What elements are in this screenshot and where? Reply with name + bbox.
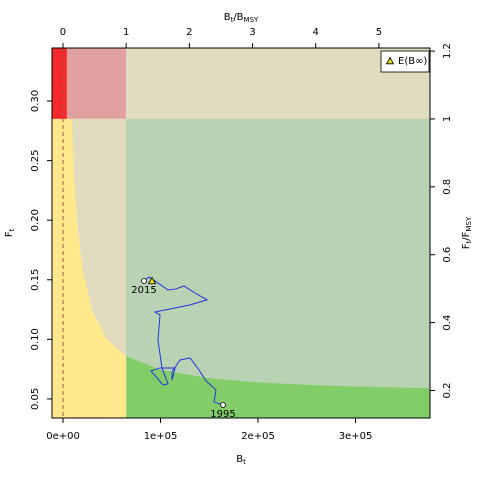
legend-marker (385, 56, 395, 65)
y-tick-label: 0.05 (30, 388, 41, 410)
x2-tick-label: 3 (249, 27, 255, 38)
y2-tick-label: 0.8 (442, 179, 453, 195)
y2-tick-label: 1 (442, 116, 453, 122)
x-tick-label: 3e+05 (339, 431, 373, 442)
x-tick-label: 0e+00 (46, 431, 80, 442)
x2-tick-label: 4 (313, 27, 319, 38)
legend-box (380, 50, 430, 73)
zone-above-curve-left (71, 118, 127, 357)
trajectory-end-point (141, 278, 147, 284)
marker (147, 276, 157, 285)
y2-tick-label: 0.4 (442, 315, 453, 331)
y2-tick-label: 1.2 (442, 43, 453, 59)
trajectory-start-point (220, 401, 226, 408)
y-tick-label: 0.10 (30, 328, 41, 350)
x2-axis-label: Bt/BMSY (224, 12, 259, 24)
y-tick-label: 0.30 (30, 90, 41, 112)
zone-red (52, 48, 67, 119)
zone-above-curve-right (126, 118, 430, 389)
y-tick-label: 0.25 (30, 149, 41, 171)
legend-label: E(B∞) (398, 56, 427, 67)
zone-pink (66, 48, 127, 119)
y-tick-label: 0.15 (30, 269, 41, 291)
zones (52, 48, 430, 419)
y2-tick-label: 0.6 (442, 247, 453, 263)
x-axis-label: Bt (236, 454, 246, 466)
y-axis-label: Ft (4, 228, 16, 237)
x2-tick-label: 2 (186, 27, 192, 38)
x-tick-label: 1e+05 (144, 431, 178, 442)
y2-axis-label: Ft/FMSY (461, 216, 473, 249)
trajectory-end-label: 2015 (131, 285, 156, 296)
x2-tick-label: 0 (60, 27, 66, 38)
plot: 1995 2015 (131, 276, 236, 420)
y2-tick-label: 0.2 (442, 383, 453, 399)
trajectory-start-label: 1995 (210, 409, 235, 420)
x2-tick-label: 5 (376, 27, 382, 38)
x2-tick-label: 1 (123, 27, 129, 38)
zone-beige-top (126, 48, 430, 119)
x-tick-label: 2e+05 (241, 431, 275, 442)
trajectory (143, 276, 224, 406)
plot-frame (51, 47, 431, 419)
y-tick-label: 0.20 (30, 209, 41, 231)
